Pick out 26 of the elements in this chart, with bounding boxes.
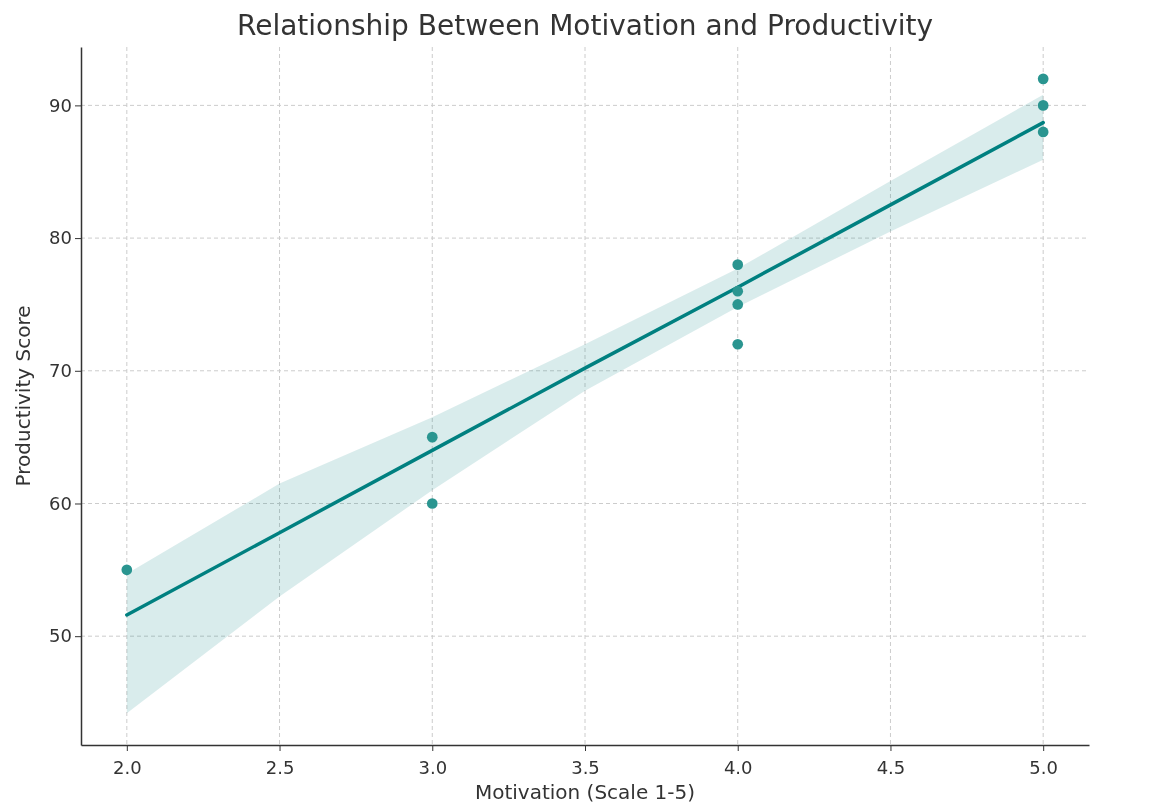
point [121, 564, 133, 576]
point [732, 299, 744, 310]
x-tick-label: 4.0 [723, 756, 753, 778]
point [1037, 73, 1049, 85]
x-tick-label: 2.0 [113, 756, 142, 778]
y-tick-label: 60 [49, 492, 72, 514]
x-tick-label: 5.0 [1029, 756, 1058, 778]
y-tick-label: 80 [49, 227, 72, 249]
y-tick-label: 50 [49, 625, 72, 647]
point [426, 498, 438, 509]
line-series [125, 120, 1045, 617]
chart-title: Relationship Between Motivation and Productivity [236, 9, 934, 42]
x-tick-label: 4.5 [876, 756, 906, 778]
point [732, 285, 744, 297]
y-tick-label: 90 [49, 94, 72, 116]
y-axis-title: Productivity Score [11, 305, 35, 487]
x-axis-title: Motivation (Scale 1-5) [474, 780, 696, 804]
x-tick-label: 3.0 [418, 756, 448, 778]
x-tick-label: 2.5 [265, 756, 295, 778]
point [732, 259, 744, 270]
x-tick-label: 3.5 [571, 756, 600, 778]
point [1037, 100, 1049, 111]
point [1037, 126, 1049, 138]
y-tick-label: 70 [49, 360, 72, 382]
point [426, 431, 438, 443]
point [732, 338, 744, 350]
